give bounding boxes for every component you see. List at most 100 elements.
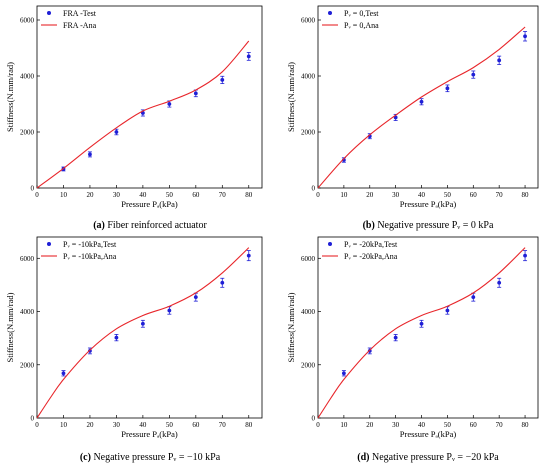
y-axis-label: Stiffness(N.mm/rad) — [5, 62, 15, 132]
data-point — [88, 349, 92, 353]
chart-panel-b: 0 10 20 30 40 50 60 70 80 0 2000 4000 6000 Pressure P… — [286, 5, 539, 231]
data-point — [114, 130, 119, 134]
y-axis-label: Stiffness(N.mm/rad) — [286, 62, 296, 132]
x-tick-label: 50 — [444, 421, 452, 429]
data-point — [88, 152, 92, 157]
x-tick-label: 50 — [444, 191, 452, 199]
x-tick-label: 20 — [366, 421, 374, 429]
legend-label: FRA -Ana — [63, 21, 97, 30]
x-tick-label: 60 — [470, 191, 478, 199]
x-tick-label: 70 — [219, 421, 227, 429]
y-tick-label: 6000 — [301, 255, 316, 263]
plot-frame — [36, 5, 263, 189]
legend-label: Pᵥ = -20kPa,Ana — [344, 252, 398, 261]
y-tick-label: 2000 — [301, 129, 316, 137]
x-tick-label: 50 — [166, 421, 174, 429]
legend-label: Pᵥ = -10kPa,Test — [63, 240, 117, 249]
y-axis-label: Stiffness(N.mm/rad) — [5, 292, 15, 362]
data-point — [445, 86, 450, 91]
y-tick-label: 2000 — [20, 129, 35, 137]
x-tick-label: 20 — [86, 421, 94, 429]
data-point — [419, 321, 424, 326]
caption-text: Negative pressure Pᵥ = −10 kPa — [91, 452, 221, 463]
panel-caption: (a) Fiber reinforced actuator — [93, 220, 207, 231]
x-tick-label: 20 — [86, 191, 94, 199]
data-point — [471, 295, 476, 300]
x-tick-label: 40 — [139, 191, 147, 199]
data-point — [471, 72, 476, 77]
data-point — [193, 295, 198, 300]
series-line-ana — [36, 40, 250, 189]
y-tick-label: 0 — [31, 415, 35, 423]
data-point — [246, 253, 251, 258]
x-tick-label: 80 — [522, 191, 530, 199]
legend-label: FRA -Test — [63, 9, 97, 18]
legend-label: Pᵥ = -10kPa,Ana — [63, 252, 117, 261]
x-tick-label: 0 — [35, 421, 39, 429]
panel-caption: (d) Negative pressure Pᵥ = −20 kPa — [357, 452, 499, 463]
x-tick-label: 0 — [35, 191, 39, 199]
series-line-ana — [36, 247, 250, 419]
chart-panel-c: 0 10 20 30 40 50 60 70 80 0 2000 4000 6000 Pressure P… — [5, 236, 263, 463]
y-tick-label: 6000 — [301, 17, 316, 25]
caption-letter: (b) — [363, 220, 375, 231]
x-tick-label: 10 — [60, 191, 68, 199]
data-point — [523, 253, 527, 258]
y-tick-label: 4000 — [301, 308, 316, 316]
x-tick-label: 80 — [245, 421, 253, 429]
caption-letter: (a) — [93, 220, 105, 231]
y-tick-label: 0 — [312, 185, 316, 193]
y-tick-label: 4000 — [20, 308, 35, 316]
legend-swatch-point — [47, 11, 51, 15]
x-tick-label: 60 — [192, 421, 200, 429]
legend-swatch-point — [328, 11, 332, 15]
caption-text: Negative pressure Pᵥ = 0 kPa — [375, 220, 494, 231]
y-tick-label: 2000 — [20, 361, 35, 369]
x-tick-label: 70 — [219, 191, 227, 199]
data-point — [167, 308, 172, 313]
x-tick-label: 40 — [418, 191, 426, 199]
x-tick-label: 10 — [60, 421, 68, 429]
chart-panel-a: 0 10 20 30 40 50 60 70 80 0 2000 4000 6000 Pressure P… — [5, 5, 263, 231]
legend-label: Pᵥ = 0,Ana — [344, 21, 379, 30]
x-tick-label: 40 — [418, 421, 426, 429]
data-point — [497, 58, 502, 63]
x-tick-label: 80 — [522, 421, 530, 429]
data-point — [419, 99, 424, 104]
data-point — [497, 280, 502, 285]
x-tick-label: 0 — [316, 421, 320, 429]
legend-label: Pᵥ = 0,Test — [344, 9, 379, 18]
x-tick-label: 30 — [392, 421, 400, 429]
data-point — [220, 280, 225, 285]
data-point — [167, 102, 172, 106]
legend-swatch-point — [47, 242, 51, 246]
x-tick-label: 80 — [245, 191, 253, 199]
x-tick-label: 30 — [392, 191, 400, 199]
panel-caption: (b) Negative pressure Pᵥ = 0 kPa — [363, 220, 494, 231]
x-tick-label: 30 — [113, 191, 121, 199]
x-tick-label: 40 — [139, 421, 147, 429]
x-tick-label: 60 — [192, 191, 200, 199]
y-tick-label: 0 — [31, 185, 35, 193]
data-point — [193, 91, 198, 96]
x-tick-label: 50 — [166, 191, 174, 199]
x-tick-label: 70 — [496, 421, 504, 429]
x-axis-label: Pressure Pₐ(kPa) — [121, 429, 178, 439]
caption-letter: (c) — [80, 452, 91, 463]
panel-caption: (c) Negative pressure Pᵥ = −10 kPa — [80, 452, 221, 463]
data-point — [61, 371, 66, 376]
y-tick-label: 4000 — [20, 73, 35, 81]
chart-panel-d: 0 10 20 30 40 50 60 70 80 0 2000 4000 6000 Pressure P… — [286, 236, 539, 463]
x-tick-label: 30 — [113, 421, 121, 429]
data-point — [523, 34, 527, 39]
data-point — [220, 78, 225, 82]
caption-text: Negative pressure Pᵥ = −20 kPa — [370, 452, 500, 463]
data-point — [246, 54, 251, 59]
data-point — [393, 335, 398, 340]
x-axis-label: Pressure Pₐ(kPa) — [400, 199, 457, 209]
caption-text: Fiber reinforced actuator — [105, 220, 208, 231]
legend-label: Pᵥ = -20kPa,Test — [344, 240, 398, 249]
series-line-ana — [317, 26, 526, 189]
y-tick-label: 4000 — [301, 73, 316, 81]
